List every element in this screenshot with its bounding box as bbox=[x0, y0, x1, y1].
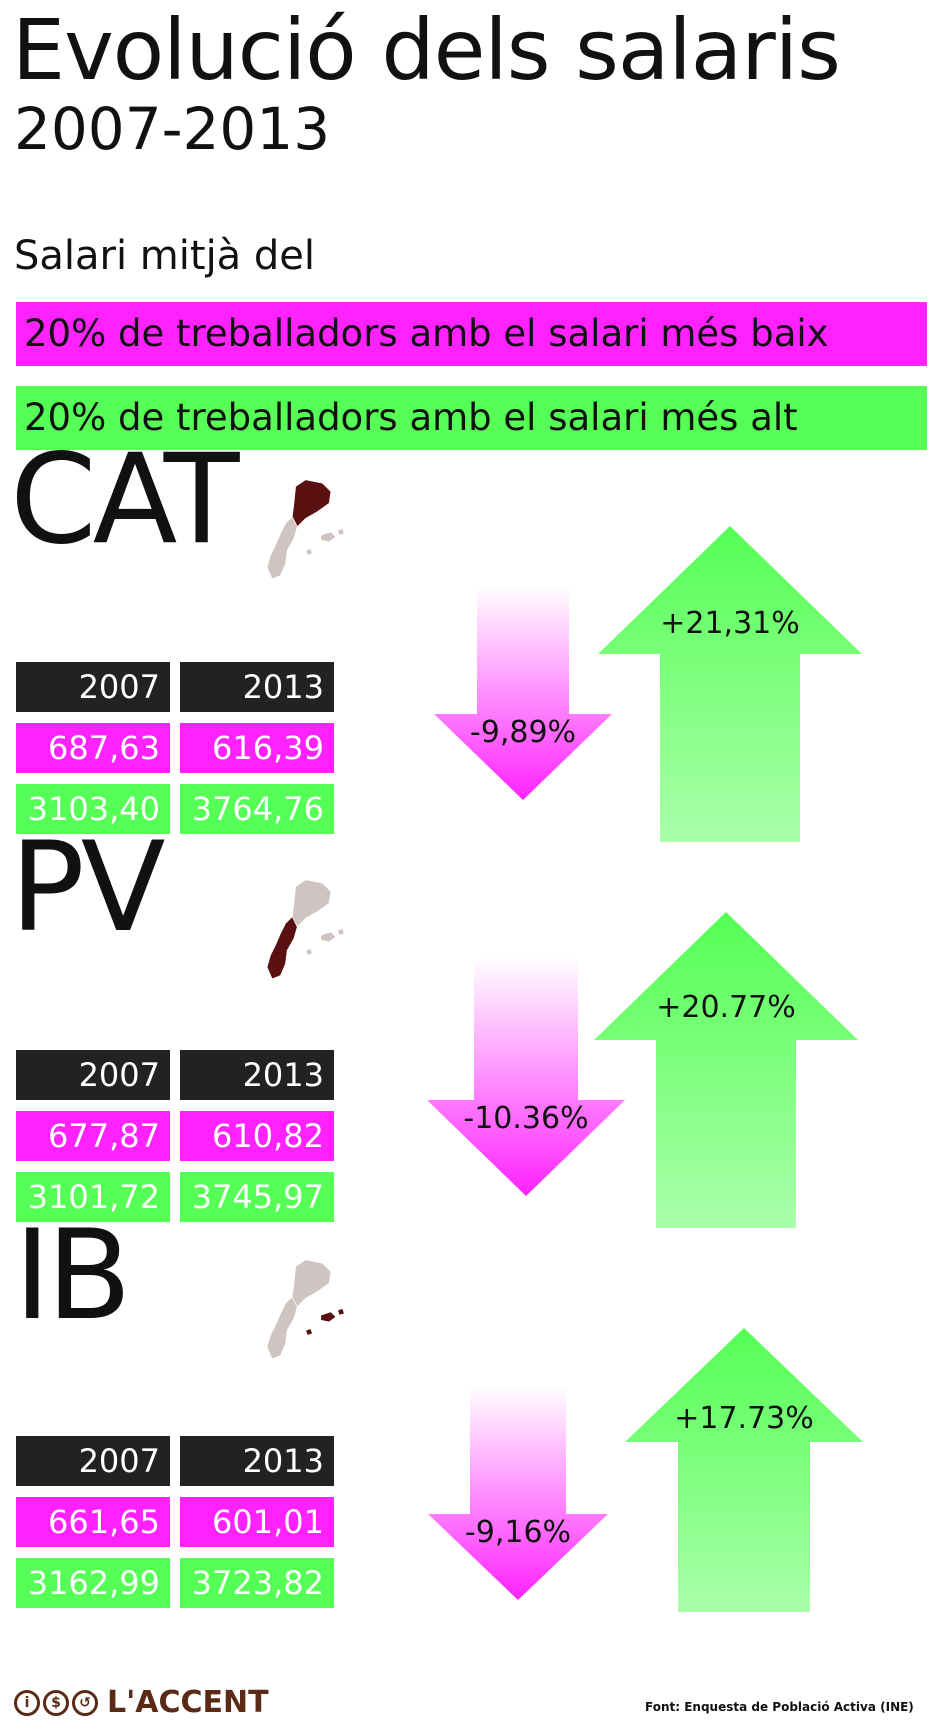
year-header-cell: 2007 bbox=[16, 1436, 170, 1486]
year-header-cell: 2007 bbox=[16, 1050, 170, 1100]
high-value-cell: 3745,97 bbox=[180, 1172, 334, 1222]
map-shape-ib1 bbox=[320, 531, 337, 543]
map-shape-ib3 bbox=[305, 1328, 313, 1336]
high-value-cell: 3103,40 bbox=[16, 784, 170, 834]
page-subtitle: 2007-2013 bbox=[14, 95, 331, 163]
low-value-cell: 687,63 bbox=[16, 723, 170, 773]
low-value-cell: 601,01 bbox=[180, 1497, 334, 1547]
source-note: Font: Enquesta de Població Activa (INE) bbox=[645, 1700, 914, 1714]
map-shape-ib3 bbox=[305, 548, 313, 556]
year-header-cell: 2007 bbox=[16, 662, 170, 712]
map-icon-ib bbox=[266, 1259, 345, 1360]
decrease-arrow bbox=[434, 586, 612, 800]
cc-nc-icon: $ bbox=[43, 1690, 69, 1716]
decrease-arrow bbox=[427, 958, 625, 1196]
low-change-label: -10.36% bbox=[463, 1101, 588, 1136]
map-shape-pv bbox=[266, 516, 298, 580]
map-shape-ib1 bbox=[320, 1311, 337, 1323]
map-shape-ib1 bbox=[320, 931, 337, 943]
increase-arrow bbox=[598, 526, 862, 842]
map-shape-ib2 bbox=[337, 928, 345, 936]
map-shape-cat bbox=[291, 879, 332, 928]
map-shape-ib2 bbox=[337, 1308, 345, 1316]
high-change-label: +17.73% bbox=[674, 1401, 814, 1436]
map-shape-cat bbox=[291, 479, 332, 528]
increase-arrow bbox=[625, 1328, 863, 1612]
region-label-pv: PV bbox=[10, 816, 166, 960]
cc-sa-icon: ↺ bbox=[72, 1690, 98, 1716]
low-change-label: -9,89% bbox=[470, 715, 576, 750]
high-value-cell: 3101,72 bbox=[16, 1172, 170, 1222]
increase-arrow bbox=[594, 912, 858, 1228]
map-shape-cat bbox=[291, 1259, 332, 1308]
low-value-cell: 610,82 bbox=[180, 1111, 334, 1161]
high-value-cell: 3723,82 bbox=[180, 1558, 334, 1608]
year-header-cell: 2013 bbox=[180, 1436, 334, 1486]
map-shape-ib3 bbox=[305, 948, 313, 956]
high-value-cell: 3764,76 bbox=[180, 784, 334, 834]
map-shape-pv bbox=[266, 916, 298, 980]
logo-text: L'ACCENT bbox=[107, 1685, 269, 1720]
legend-high-wage: 20% de treballadors amb el salari més al… bbox=[16, 386, 927, 450]
map-shape-ib2 bbox=[337, 528, 345, 536]
map-icon-cat bbox=[266, 479, 345, 580]
legend-low-wage: 20% de treballadors amb el salari més ba… bbox=[16, 302, 927, 366]
map-shape-pv bbox=[266, 1296, 298, 1360]
year-header-cell: 2013 bbox=[180, 662, 334, 712]
high-change-label: +20.77% bbox=[656, 990, 796, 1025]
low-change-label: -9,16% bbox=[465, 1515, 571, 1550]
low-value-cell: 677,87 bbox=[16, 1111, 170, 1161]
low-value-cell: 616,39 bbox=[180, 723, 334, 773]
cc-by-icon: i bbox=[14, 1690, 40, 1716]
region-label-ib: IB bbox=[14, 1204, 132, 1348]
high-change-label: +21,31% bbox=[660, 606, 800, 641]
high-value-cell: 3162,99 bbox=[16, 1558, 170, 1608]
page-title: Evolució dels salaris bbox=[12, 1, 841, 99]
low-value-cell: 661,65 bbox=[16, 1497, 170, 1547]
legend-intro: Salari mitjà del bbox=[14, 233, 316, 279]
logo: i $ ↺ L'ACCENT bbox=[14, 1686, 269, 1720]
decrease-arrow bbox=[428, 1386, 608, 1600]
year-header-cell: 2013 bbox=[180, 1050, 334, 1100]
region-label-cat: CAT bbox=[10, 428, 240, 572]
map-icon-pv bbox=[266, 879, 345, 980]
